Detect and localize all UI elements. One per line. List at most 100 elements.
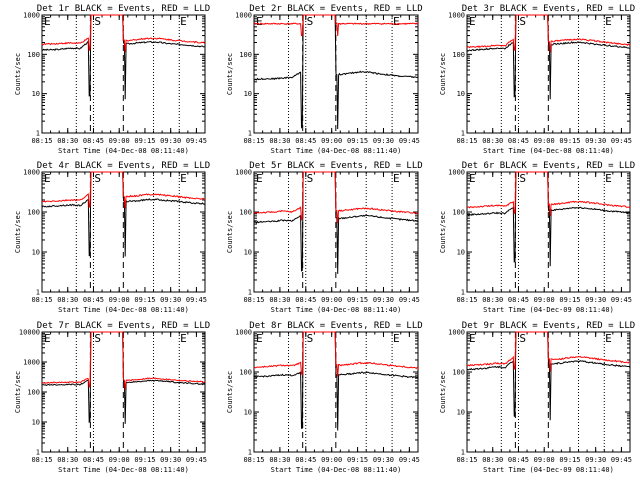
annotation-e: E	[256, 172, 263, 185]
x-tick-label: 09:30	[373, 137, 394, 145]
chart-title: Det 3r BLACK = Events, RED = LLD	[462, 4, 635, 14]
annotation-e: E	[256, 332, 263, 345]
y-tick-label: 1	[36, 130, 40, 138]
series-line-events	[466, 171, 631, 267]
x-tick-label: 08:45	[295, 137, 316, 145]
x-tick-label: 09:15	[134, 456, 155, 464]
series-line-lld	[466, 14, 631, 53]
annotation-s: S	[307, 332, 314, 345]
x-tick-label: 08:15	[31, 296, 52, 304]
x-tick-label: 09:30	[373, 456, 394, 464]
x-tick-label: 09:00	[534, 456, 555, 464]
y-tick-label: 1000	[235, 12, 252, 20]
series-line-events	[253, 171, 419, 274]
annotation-e: E	[180, 332, 187, 345]
annotation-s: S	[94, 15, 101, 28]
y-tick-label: 100	[452, 369, 465, 377]
y-tick-label: 1000	[448, 12, 465, 20]
y-axis-label: Counts/sec	[14, 371, 22, 413]
series-line-events	[466, 14, 631, 100]
chart-panel-7: Det 7r BLACK = Events, RED = LLD 1 10 100 10…	[14, 321, 210, 474]
annotation-e: E	[469, 332, 476, 345]
x-tick-label: 09:30	[585, 456, 606, 464]
x-axis-label: Start Time (04-Dec-08 08:11:40)	[271, 306, 402, 314]
x-tick-label: 09:00	[534, 137, 555, 145]
x-tick-label: 09:00	[109, 296, 130, 304]
chart-title: Det 8r BLACK = Events, RED = LLD	[249, 321, 422, 331]
x-tick-label: 09:15	[347, 456, 368, 464]
series-line-lld	[41, 331, 206, 390]
x-tick-label: 09:45	[399, 456, 420, 464]
x-tick-label: 08:45	[83, 456, 104, 464]
y-tick-label: 100	[27, 209, 40, 217]
series-line-lld	[466, 331, 631, 372]
y-tick-label: 1000	[235, 329, 252, 337]
chart-panel-5: Det 5r BLACK = Events, RED = LLD 1 10 100 10…	[226, 161, 423, 314]
x-tick-label: 09:45	[611, 296, 632, 304]
x-tick-label: 08:30	[482, 296, 503, 304]
chart-title: Det 4r BLACK = Events, RED = LLD	[37, 161, 210, 171]
chart-panel-1: Det 1r BLACK = Events, RED = LLD 1 10 100 10…	[14, 4, 210, 155]
annotation-s: S	[519, 172, 526, 185]
series-line-lld	[253, 331, 419, 377]
x-tick-label: 08:30	[57, 137, 78, 145]
series-line-events	[41, 14, 205, 100]
y-axis-label: Counts/sec	[439, 211, 447, 253]
y-tick-label: 1000	[448, 329, 465, 337]
y-tick-label: 100	[27, 51, 40, 59]
x-tick-label: 08:45	[83, 296, 104, 304]
y-tick-label: 100	[452, 209, 465, 217]
chart-panel-8: Det 8r BLACK = Events, RED = LLD 1 10 100 10…	[226, 321, 423, 474]
y-tick-label: 10	[457, 249, 465, 257]
y-tick-label: 10	[457, 409, 465, 417]
y-tick-label: 10	[244, 249, 252, 257]
annotation-e: E	[393, 332, 400, 345]
x-tick-label: 09:30	[585, 296, 606, 304]
x-axis-label: Start Time (04-Dec-09 08:11:40)	[483, 466, 614, 474]
x-axis-label: Start Time (04-Dec-08 08:11:40)	[58, 466, 189, 474]
y-tick-label: 10	[244, 90, 252, 98]
y-tick-label: 1	[248, 289, 252, 297]
series-line-events	[42, 331, 206, 424]
annotation-s: S	[307, 172, 314, 185]
x-tick-label: 08:45	[295, 296, 316, 304]
x-tick-label: 08:15	[31, 137, 52, 145]
y-axis-label: Counts/sec	[439, 371, 447, 413]
chart-panel-2: Det 2r BLACK = Events, RED = LLD 1 10 100 10…	[226, 4, 423, 155]
y-tick-label: 1000	[23, 12, 40, 20]
chart-title: Det 6r BLACK = Events, RED = LLD	[462, 161, 635, 171]
series-line-lld	[466, 171, 631, 217]
chart-panel-6: Det 6r BLACK = Events, RED = LLD 1 10 100 10…	[439, 161, 635, 314]
x-tick-label: 09:00	[109, 137, 130, 145]
x-tick-label: 09:30	[373, 296, 394, 304]
y-axis-label: Counts/sec	[226, 53, 234, 95]
y-tick-label: 1000	[23, 359, 40, 367]
x-axis-label: Start Time (04-Dec-08 08:11:40)	[271, 147, 402, 155]
x-tick-label: 09:30	[160, 456, 181, 464]
x-tick-label: 08:45	[508, 456, 529, 464]
y-tick-label: 1	[248, 130, 252, 138]
x-tick-label: 09:15	[559, 296, 580, 304]
x-tick-label: 08:45	[508, 137, 529, 145]
annotation-e: E	[44, 332, 51, 345]
annotation-s: S	[94, 332, 101, 345]
x-tick-label: 08:15	[243, 137, 264, 145]
x-tick-label: 08:15	[456, 456, 477, 464]
series-line-lld	[253, 171, 419, 224]
y-tick-label: 100	[452, 51, 465, 59]
x-tick-label: 09:45	[186, 137, 207, 145]
series-line-events	[253, 331, 419, 431]
x-axis-label: Start Time (04-Dec-08 08:11:40)	[271, 466, 402, 474]
x-tick-label: 09:15	[559, 456, 580, 464]
x-tick-label: 09:15	[134, 296, 155, 304]
y-tick-label: 10	[457, 90, 465, 98]
chart-title: Det 9r BLACK = Events, RED = LLD	[462, 321, 635, 331]
chart-title: Det 1r BLACK = Events, RED = LLD	[37, 4, 210, 14]
y-tick-label: 100	[239, 51, 252, 59]
x-tick-label: 09:15	[559, 137, 580, 145]
y-tick-label: 10	[244, 409, 252, 417]
chart-panel-4: Det 4r BLACK = Events, RED = LLD 1 10 100 10…	[14, 161, 210, 314]
y-tick-label: 10000	[19, 329, 40, 337]
x-tick-label: 09:45	[399, 137, 420, 145]
annotation-e: E	[256, 15, 263, 28]
